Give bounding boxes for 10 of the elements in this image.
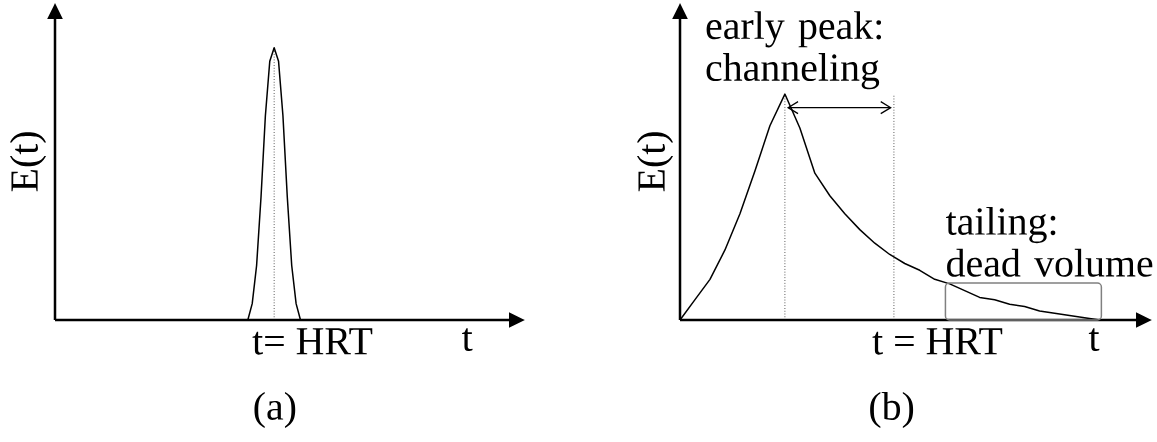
text: early peak: channeling xyxy=(706,11,882,90)
annotation: tailing: dead volume xyxy=(946,206,1153,277)
text: t= HRT xyxy=(252,328,373,355)
text: (b) xyxy=(870,391,914,429)
text: t = HRT xyxy=(872,328,1003,355)
text: (a) xyxy=(254,391,296,429)
x-axis-title: t xyxy=(462,328,473,352)
y-axis-title: E(t) xyxy=(9,132,47,192)
y-axis-title: E(t) xyxy=(636,132,674,192)
x-axis-title: t xyxy=(1088,328,1100,352)
